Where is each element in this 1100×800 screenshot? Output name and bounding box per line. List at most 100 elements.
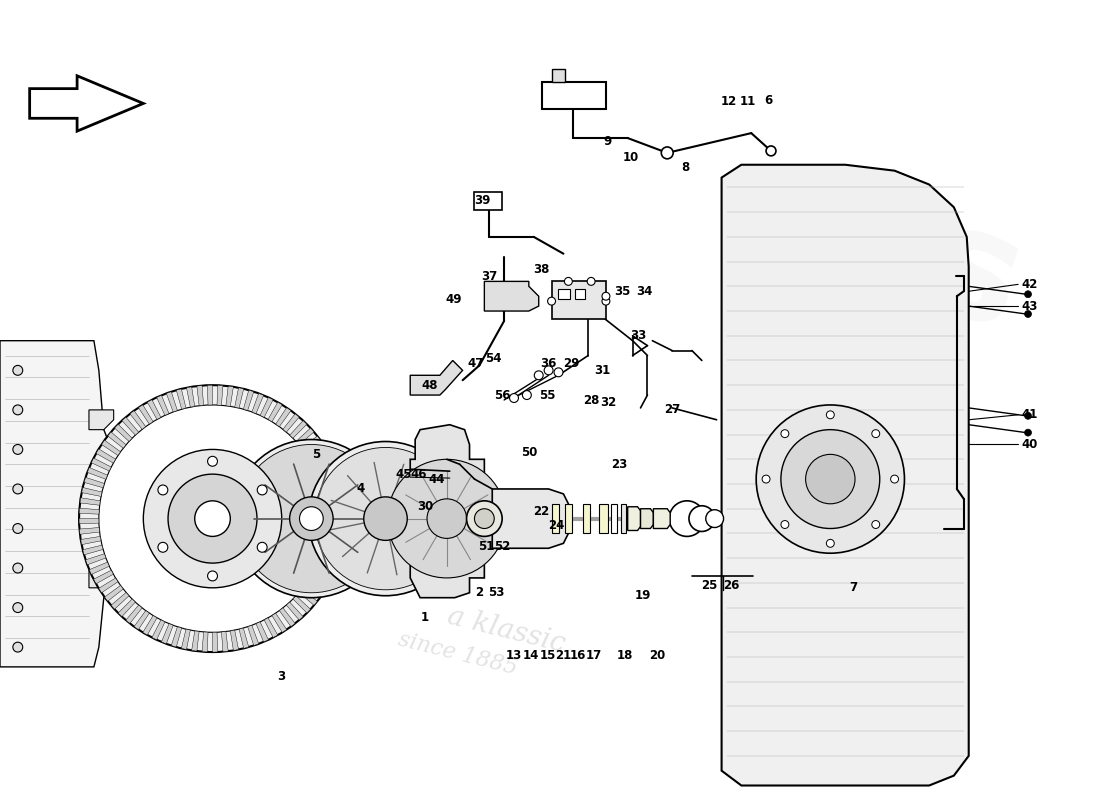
Polygon shape	[248, 626, 258, 646]
Polygon shape	[108, 432, 126, 448]
Polygon shape	[620, 504, 626, 534]
Circle shape	[195, 501, 230, 537]
Polygon shape	[212, 632, 218, 652]
Circle shape	[548, 297, 556, 305]
Text: 38: 38	[534, 263, 550, 276]
Polygon shape	[111, 593, 129, 609]
Polygon shape	[268, 402, 283, 422]
Text: 1: 1	[421, 611, 429, 624]
Polygon shape	[324, 493, 344, 501]
Polygon shape	[276, 408, 292, 426]
Circle shape	[544, 366, 553, 374]
Circle shape	[208, 456, 218, 466]
Text: 20: 20	[649, 649, 666, 662]
Circle shape	[891, 475, 899, 483]
Polygon shape	[191, 631, 199, 651]
Circle shape	[781, 521, 789, 529]
Circle shape	[364, 497, 407, 540]
Circle shape	[762, 475, 770, 483]
Polygon shape	[30, 76, 143, 131]
Polygon shape	[289, 421, 307, 438]
Circle shape	[872, 430, 880, 438]
Circle shape	[781, 430, 880, 529]
Circle shape	[387, 459, 506, 578]
Polygon shape	[239, 628, 249, 648]
Text: 23: 23	[610, 458, 627, 470]
Polygon shape	[172, 626, 182, 647]
Circle shape	[238, 445, 385, 593]
Polygon shape	[89, 568, 119, 588]
Polygon shape	[143, 615, 157, 635]
Circle shape	[13, 445, 23, 454]
Polygon shape	[318, 558, 338, 570]
Polygon shape	[130, 410, 145, 430]
Text: 49: 49	[446, 293, 462, 306]
Polygon shape	[87, 467, 108, 479]
Text: 31: 31	[594, 364, 610, 377]
Text: 55: 55	[539, 389, 556, 402]
Polygon shape	[252, 394, 264, 414]
Text: 15: 15	[539, 649, 556, 662]
Polygon shape	[217, 386, 223, 406]
Circle shape	[13, 523, 23, 534]
Circle shape	[689, 506, 715, 531]
Text: 18: 18	[616, 649, 632, 662]
Polygon shape	[162, 624, 173, 644]
Polygon shape	[182, 629, 190, 650]
Circle shape	[872, 521, 880, 529]
Polygon shape	[89, 562, 109, 574]
Text: 26: 26	[724, 579, 739, 592]
Text: 46: 46	[411, 468, 428, 481]
Circle shape	[509, 394, 518, 402]
Polygon shape	[82, 545, 103, 555]
Polygon shape	[410, 361, 463, 395]
Circle shape	[826, 539, 834, 547]
Text: 22: 22	[534, 505, 550, 518]
Bar	[575, 290, 585, 299]
Text: 45: 45	[395, 468, 411, 481]
Circle shape	[1024, 290, 1032, 298]
Polygon shape	[296, 428, 314, 445]
Text: 10: 10	[623, 151, 639, 164]
Polygon shape	[311, 454, 331, 467]
Circle shape	[766, 146, 775, 156]
Text: 6: 6	[763, 94, 772, 107]
Circle shape	[587, 278, 595, 286]
Polygon shape	[324, 532, 345, 539]
Polygon shape	[583, 504, 590, 534]
Circle shape	[661, 147, 673, 159]
Bar	[551, 282, 606, 319]
Text: 51: 51	[478, 540, 495, 553]
Circle shape	[158, 542, 168, 552]
Polygon shape	[410, 425, 484, 598]
Polygon shape	[176, 389, 186, 410]
Polygon shape	[221, 631, 228, 652]
Bar	[541, 82, 606, 110]
Circle shape	[79, 385, 346, 652]
Text: 37: 37	[481, 270, 497, 283]
Circle shape	[427, 499, 466, 538]
Polygon shape	[80, 498, 100, 506]
Polygon shape	[118, 599, 135, 617]
Polygon shape	[286, 602, 304, 620]
Circle shape	[602, 292, 609, 300]
Circle shape	[826, 411, 834, 418]
Polygon shape	[125, 605, 142, 623]
Text: es: es	[811, 161, 1042, 363]
Text: 48: 48	[421, 378, 438, 392]
Bar	[474, 193, 502, 210]
Bar	[551, 69, 565, 82]
Text: 40: 40	[1022, 438, 1038, 451]
Circle shape	[522, 390, 531, 399]
Polygon shape	[326, 514, 346, 518]
Circle shape	[13, 484, 23, 494]
Text: 29: 29	[563, 357, 580, 370]
Text: 36: 36	[540, 357, 557, 370]
Circle shape	[1024, 412, 1032, 419]
Text: 47: 47	[468, 357, 484, 370]
Polygon shape	[565, 504, 572, 534]
Circle shape	[257, 542, 267, 552]
Polygon shape	[551, 504, 560, 534]
Text: 35: 35	[615, 285, 631, 298]
Circle shape	[13, 366, 23, 375]
